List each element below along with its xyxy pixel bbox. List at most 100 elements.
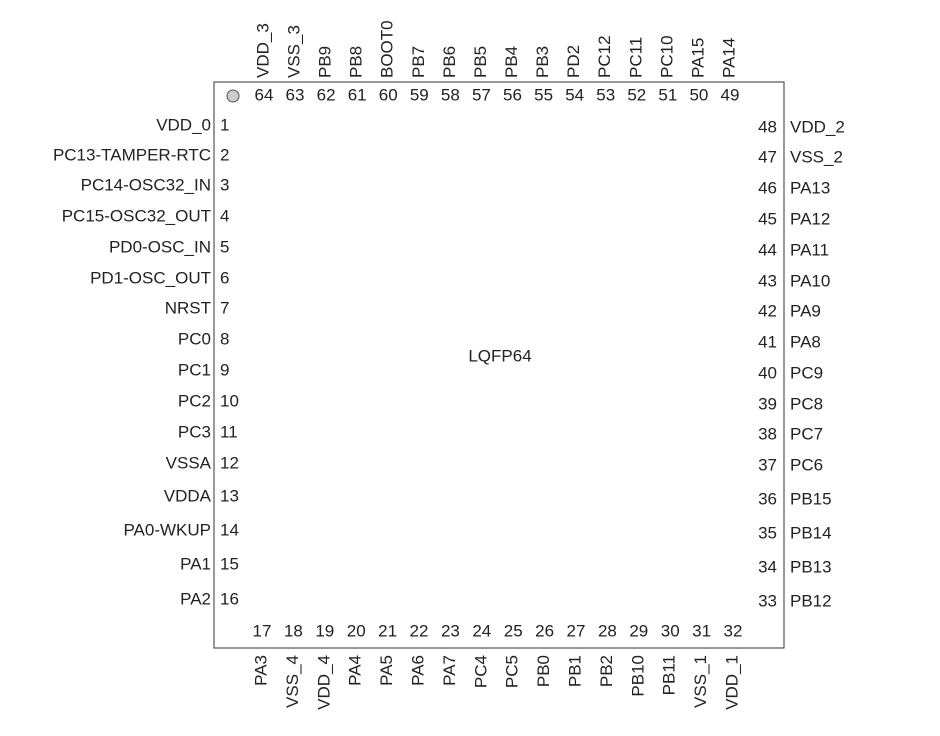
pin-name: VSS_4: [283, 655, 302, 708]
pin-name: PA8: [790, 332, 821, 351]
pin-name: PB7: [409, 46, 428, 78]
pin-name: PC2: [178, 391, 211, 410]
pin-number: 10: [220, 391, 239, 410]
pin-name: PB9: [316, 46, 335, 78]
pin-name: PC8: [790, 394, 823, 413]
pin-number: 48: [758, 117, 777, 136]
pin-name: PC6: [790, 455, 823, 474]
pin-number: 12: [220, 453, 239, 472]
pin-number: 1: [220, 115, 229, 134]
pin-name: PC7: [790, 424, 823, 443]
pin-number: 63: [286, 85, 305, 104]
pin-number: 11: [220, 422, 238, 441]
pin-number: 25: [504, 621, 523, 640]
pin-number: 47: [758, 147, 777, 166]
pin-number: 55: [534, 85, 553, 104]
pin-name: PC14-OSC32_IN: [81, 175, 211, 194]
pin-number: 26: [535, 621, 554, 640]
pin-number: 9: [220, 360, 229, 379]
pin-number: 50: [689, 85, 708, 104]
pin-number: 13: [220, 486, 239, 505]
pin-name: PB4: [502, 46, 521, 78]
pin-name: PC15-OSC32_OUT: [62, 206, 211, 225]
pin-name: NRST: [165, 298, 211, 317]
pin-name: PB14: [790, 523, 832, 542]
pin-name: PC11: [626, 37, 645, 78]
pin-name: PC9: [790, 363, 823, 382]
pin-name: PA4: [346, 655, 365, 686]
pin-number: 41: [758, 332, 777, 351]
pin-number: 53: [596, 85, 615, 104]
pin-number: 52: [627, 85, 646, 104]
pin-number: 24: [472, 621, 491, 640]
pin-name: PB0: [534, 655, 553, 687]
pin-name: PA12: [790, 209, 830, 228]
pin-number: 37: [758, 455, 777, 474]
pin-number: 56: [503, 85, 522, 104]
pin-number: 5: [220, 237, 229, 256]
pin-name: PA1: [180, 554, 211, 573]
pin-number: 49: [721, 85, 740, 104]
pin-number: 16: [220, 589, 239, 608]
chip-body: [213, 81, 785, 649]
pin-name: BOOT0: [378, 20, 397, 78]
pin-number: 14: [220, 520, 239, 539]
pin-number: 33: [758, 591, 777, 610]
pin-number: 54: [565, 85, 584, 104]
pin-name: PB12: [790, 591, 832, 610]
pin-number: 39: [758, 394, 777, 413]
pin-name: PC3: [178, 422, 211, 441]
pin-name: PB2: [597, 655, 616, 687]
pin-number: 30: [661, 621, 680, 640]
pin-number: 21: [378, 621, 397, 640]
pin-number: 20: [347, 621, 366, 640]
pin-number: 4: [220, 206, 229, 225]
pin-name: PC0: [178, 329, 211, 348]
pin-name: PC10: [657, 35, 676, 78]
pin-number: 27: [567, 621, 586, 640]
pin-name: VSS_2: [790, 147, 843, 166]
pin-number: 29: [629, 621, 648, 640]
pin-name: PA5: [377, 655, 396, 686]
pin-name: PA7: [440, 655, 459, 686]
pin-number: 32: [724, 621, 743, 640]
pin-name: PB5: [471, 46, 490, 78]
pin-number: 19: [315, 621, 334, 640]
pin-name: VSSA: [166, 453, 212, 472]
pin-name: PB3: [533, 46, 552, 78]
pin-number: 51: [658, 85, 677, 104]
pin-name: PA6: [408, 655, 427, 686]
pin-number: 22: [410, 621, 429, 640]
pin-number: 40: [758, 363, 777, 382]
pin-name: PA3: [251, 655, 270, 686]
pin-number: 23: [441, 621, 460, 640]
pin-name: PA9: [790, 301, 821, 320]
pin-name: VDD_0: [156, 115, 211, 134]
pin-number: 28: [598, 621, 617, 640]
pin-number: 43: [758, 271, 777, 290]
pin-name: PB1: [565, 655, 584, 687]
pin-name: VDD_3: [253, 23, 272, 78]
pin-name: PA15: [688, 38, 707, 78]
pin-number: 18: [284, 621, 303, 640]
pin-name: PA11: [790, 240, 829, 259]
pin-number: 42: [758, 301, 777, 320]
pin-name: VSS_3: [285, 25, 304, 78]
pin-name: VDD_4: [314, 655, 333, 710]
pin-number: 8: [220, 329, 229, 348]
pin-name: VDD_1: [722, 655, 741, 710]
pin-number: 64: [254, 85, 273, 104]
pin-number: 17: [253, 621, 272, 640]
pin-name: VSS_1: [691, 655, 710, 708]
pin-name: PA0-WKUP: [123, 520, 211, 539]
pin-name: PA10: [790, 271, 830, 290]
pin-number: 60: [379, 85, 398, 104]
pin-number: 3: [220, 175, 229, 194]
pin-number: 57: [472, 85, 491, 104]
pin-name: PA2: [180, 589, 211, 608]
pin-number: 31: [692, 621, 711, 640]
pin-number: 61: [348, 85, 367, 104]
pin-name: PB11: [660, 655, 679, 695]
pin-name: PC12: [595, 35, 614, 78]
